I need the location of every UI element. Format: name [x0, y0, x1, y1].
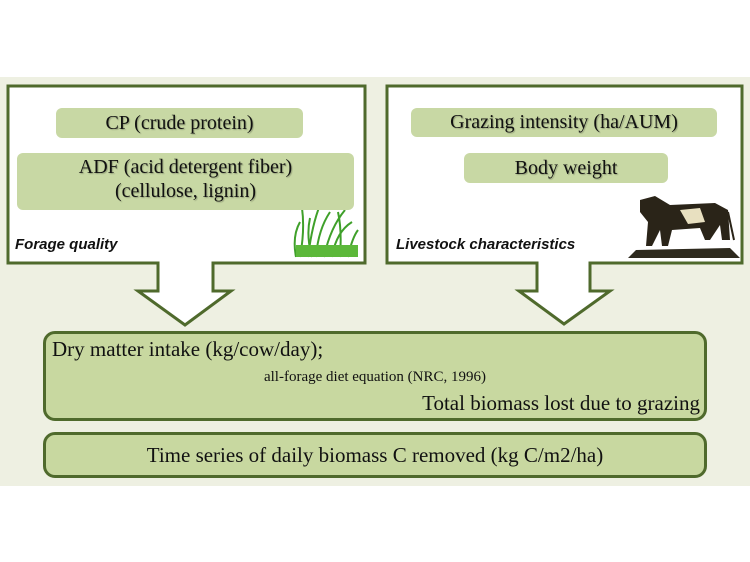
- intake-line-1: Dry matter intake (kg/cow/day);: [52, 337, 324, 361]
- cp-item: CP (crude protein): [56, 108, 303, 138]
- grass-icon: [293, 204, 359, 258]
- dry-matter-intake-box: Dry matter intake (kg/cow/day); all-fora…: [43, 331, 707, 421]
- adf-item: ADF (acid detergent fiber) (cellulose, l…: [17, 153, 354, 210]
- forage-quality-label: Forage quality: [15, 236, 118, 253]
- cow-icon: [628, 196, 740, 258]
- livestock-label: Livestock characteristics: [396, 236, 576, 253]
- livestock-callout: [385, 84, 744, 326]
- carbon-removed-box: Time series of daily biomass C removed (…: [43, 432, 707, 478]
- intake-line-2: all-forage diet equation (NRC, 1996): [263, 369, 487, 385]
- adf-sub-line: (cellulose, lignin): [114, 180, 257, 202]
- adf-line: ADF (acid detergent fiber): [78, 156, 293, 178]
- intake-line-3: Total biomass lost due to grazing: [422, 391, 700, 415]
- grazing-intensity-item: Grazing intensity (ha/AUM): [411, 108, 717, 137]
- body-weight-item: Body weight: [464, 153, 668, 183]
